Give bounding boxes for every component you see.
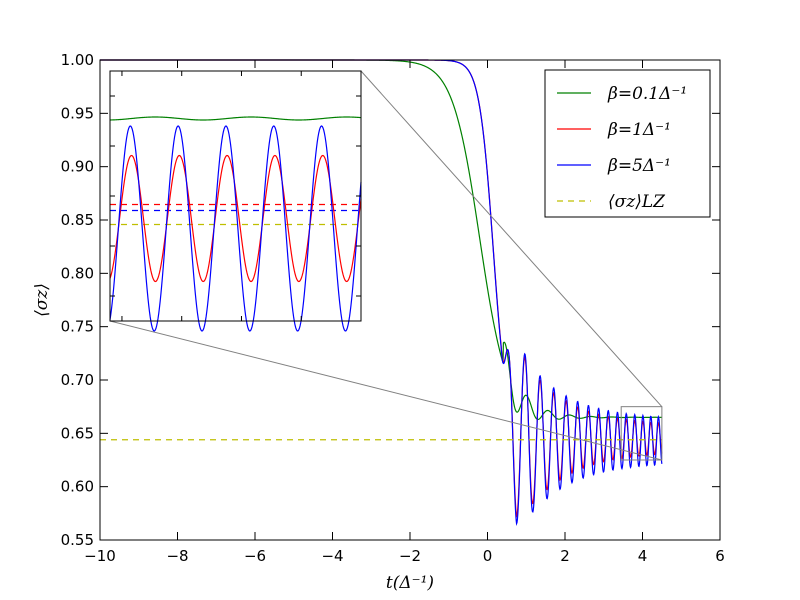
- x-tick-label: −8: [166, 547, 188, 565]
- main-ticks: [99, 59, 721, 541]
- x-tick-label: 0: [483, 547, 493, 565]
- x-tick-label: −6: [244, 547, 266, 565]
- y-tick-label: 0.90: [61, 158, 94, 176]
- zoom-connector: [109, 70, 663, 461]
- zoom-connector-bottom: [109, 320, 662, 461]
- legend-entry-label: β=0.1Δ⁻¹: [607, 84, 687, 104]
- x-tick-label: −4: [321, 547, 343, 565]
- zoom-rectangle: [620, 406, 663, 461]
- y-tick-label: 0.95: [61, 104, 94, 122]
- inset-plot-lines: [109, 116, 362, 332]
- x-tick-label: 4: [638, 547, 648, 565]
- x-axis-label: t(Δ⁻¹): [386, 573, 434, 593]
- x-tick-label: −10: [84, 547, 116, 565]
- y-tick-label: 0.65: [61, 424, 94, 442]
- tick-labels: −10 −8 −6 −4 −2 0 2 4 6 0.55 0.60 0.65 0.70 0.75 0.80 0…: [61, 51, 725, 565]
- inset-ticks: [110, 71, 362, 321]
- y-tick-label: 0.80: [61, 264, 94, 282]
- legend-entry-label: β=1Δ⁻¹: [607, 120, 671, 140]
- x-tick-label: 2: [560, 547, 570, 565]
- y-tick-label: 0.55: [61, 531, 94, 549]
- x-tick-label: 6: [715, 547, 725, 565]
- y-tick-label: 1.00: [61, 51, 94, 69]
- legend: β=0.1Δ⁻¹ β=1Δ⁻¹ β=5Δ⁻¹ ⟨σz⟩LZ: [544, 69, 711, 218]
- y-axis-label: ⟨σz⟩: [32, 283, 52, 317]
- legend-entry-label: ⟨σz⟩LZ: [608, 192, 666, 212]
- y-tick-label: 0.70: [61, 371, 94, 389]
- inset-blue-line: [109, 125, 362, 332]
- inset-green-line: [109, 116, 362, 121]
- legend-entry-label: β=5Δ⁻¹: [607, 156, 671, 176]
- zoom-connector-top: [360, 70, 663, 408]
- y-tick-label: 0.75: [61, 318, 94, 336]
- x-tick-label: −2: [399, 547, 421, 565]
- y-tick-label: 0.60: [61, 478, 94, 496]
- legend-frame: [544, 69, 711, 218]
- y-tick-label: 0.85: [61, 211, 94, 229]
